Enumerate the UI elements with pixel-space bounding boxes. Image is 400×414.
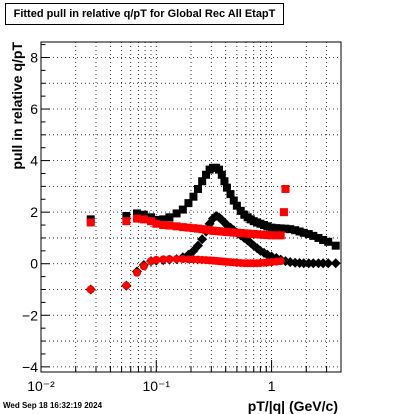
- data-point: [178, 205, 187, 214]
- data-point: [152, 255, 161, 264]
- x-tick-label: 1: [268, 378, 276, 394]
- data-point: [122, 217, 131, 226]
- data-point: [132, 214, 141, 223]
- data-point: [198, 177, 207, 186]
- data-point: [324, 237, 333, 246]
- y-axis-label: pull in relative q/pT: [9, 42, 25, 170]
- data-point: [222, 183, 231, 192]
- data-point: [147, 217, 156, 226]
- data-point: [263, 231, 272, 240]
- data-point: [152, 219, 161, 228]
- data-point: [308, 258, 319, 269]
- data-point: [309, 231, 318, 240]
- data-point: [165, 213, 174, 222]
- data-point: [159, 221, 168, 230]
- series-0: [86, 163, 340, 250]
- data-point: [122, 281, 131, 290]
- axes: 10⁻² 10⁻¹ 1 −4 −2 0 2 4 6 8: [22, 41, 342, 394]
- data-point: [193, 184, 202, 193]
- data-point: [295, 227, 304, 236]
- data-point: [298, 258, 309, 269]
- y-tick-label: 6: [30, 101, 38, 117]
- data-point: [276, 257, 285, 266]
- timestamp: Wed Sep 18 16:32:19 2024: [3, 401, 103, 410]
- data-point: [229, 196, 238, 205]
- data-point: [159, 215, 168, 224]
- data-point: [263, 222, 272, 231]
- data-point: [217, 170, 226, 179]
- data-point: [139, 215, 148, 224]
- data-point: [299, 228, 308, 237]
- x-axis-label: pT/|q| (GeV/c): [248, 398, 338, 414]
- data-point: [139, 262, 148, 271]
- y-tick-label: −4: [22, 359, 38, 375]
- data-point: [139, 210, 148, 219]
- data-point: [267, 231, 276, 240]
- data-point: [286, 225, 295, 234]
- data-point: [215, 165, 224, 174]
- data-point: [165, 255, 174, 264]
- data-point: [281, 184, 290, 193]
- data-point: [272, 224, 281, 233]
- data-point: [279, 208, 288, 217]
- y-tick-label: 4: [30, 153, 38, 169]
- data-point: [197, 234, 208, 245]
- data-point: [202, 170, 211, 179]
- data-point: [172, 209, 181, 218]
- chart-title: Fitted pull in relative q/pT for Global …: [13, 8, 276, 20]
- x-tick-label: 10⁻²: [27, 378, 55, 394]
- data-point: [267, 223, 276, 232]
- data-point: [314, 233, 323, 242]
- data-point: [159, 255, 168, 264]
- data-point: [226, 190, 235, 199]
- data-point: [319, 236, 328, 244]
- data-point: [178, 223, 187, 232]
- data-point: [189, 224, 198, 233]
- data-point: [276, 231, 285, 240]
- series-3: [86, 255, 285, 294]
- data-point: [193, 224, 202, 233]
- data-point: [331, 241, 340, 250]
- chart-title-box: Fitted pull in relative q/pT for Global …: [5, 3, 284, 25]
- data-point: [132, 268, 141, 277]
- y-tick-label: −2: [22, 307, 38, 323]
- y-tick-label: 8: [30, 49, 38, 65]
- data-point: [86, 218, 95, 227]
- series-2: [86, 184, 290, 240]
- series-layer: [85, 163, 341, 295]
- data-point: [232, 201, 241, 210]
- data-point: [192, 240, 203, 251]
- data-point: [165, 221, 174, 230]
- data-point: [272, 231, 281, 240]
- data-point: [291, 226, 300, 235]
- y-tick-label: 2: [30, 204, 38, 220]
- data-point: [184, 223, 193, 232]
- data-point: [323, 258, 334, 269]
- data-point: [318, 258, 329, 269]
- data-point: [172, 222, 181, 231]
- data-point: [330, 258, 341, 269]
- x-tick-label: 10⁻¹: [142, 378, 170, 394]
- data-point: [86, 285, 95, 294]
- data-point: [132, 209, 141, 218]
- y-tick-label: 0: [30, 256, 38, 272]
- data-point: [220, 177, 229, 186]
- data-point: [281, 224, 290, 233]
- data-point: [189, 192, 198, 201]
- data-point: [172, 255, 181, 264]
- data-point: [184, 199, 193, 208]
- data-point: [122, 212, 131, 221]
- data-point: [304, 230, 313, 239]
- data-point: [276, 224, 285, 233]
